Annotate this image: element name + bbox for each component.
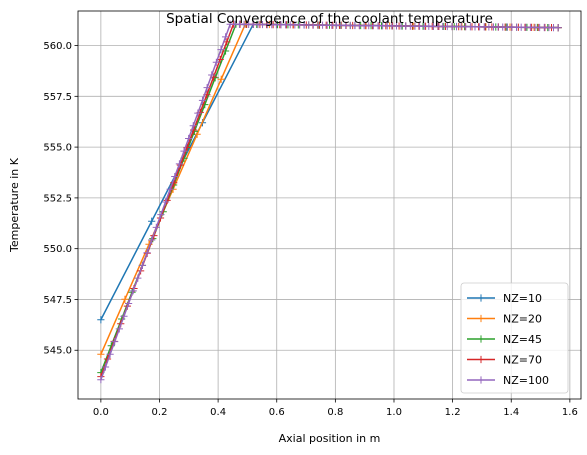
data-point (97, 316, 105, 324)
y-tick-label: 555.0 (43, 143, 72, 154)
x-tick-label: 0.8 (327, 407, 343, 418)
x-tick-label: 0.2 (152, 407, 168, 418)
data-point (203, 84, 211, 92)
legend-marker (477, 294, 485, 302)
data-point (217, 75, 225, 83)
data-point (120, 312, 128, 320)
data-point (143, 249, 151, 257)
series-line (100, 23, 559, 321)
y-tick-label: 545.0 (43, 346, 72, 357)
x-tick-label: 0.0 (93, 407, 109, 418)
y-ticks: 545.0 547.5 550.0 552.5 555.0 557.5 560.0 (43, 41, 78, 357)
legend-marker (477, 376, 485, 384)
legend-item: NZ=20 (467, 313, 542, 326)
data-point (221, 33, 230, 41)
data-point (97, 376, 105, 384)
data-point (185, 134, 193, 143)
legend-label: NZ=10 (503, 292, 542, 305)
x-tick-label: 1.2 (445, 407, 461, 418)
data-point (208, 71, 216, 79)
legend-label: NZ=100 (503, 374, 549, 387)
data-point (129, 287, 137, 295)
data-point (124, 299, 133, 308)
legend-item: NZ=100 (467, 374, 549, 387)
data-point (166, 185, 174, 193)
x-tick-label: 1.4 (503, 407, 519, 418)
data-point (138, 261, 147, 270)
x-tick-label: 1.0 (386, 407, 402, 418)
data-point (157, 211, 165, 219)
data-point (194, 109, 202, 117)
data-point (189, 122, 197, 130)
x-tick-label: 0.6 (269, 407, 285, 418)
chart-title: Spatial Convergence of the coolant tempe… (166, 11, 493, 27)
data-point (111, 338, 119, 346)
y-tick-label: 552.5 (43, 193, 72, 204)
data-point (152, 223, 160, 231)
data-point (175, 160, 183, 168)
data-point (217, 45, 225, 54)
data-point (115, 325, 123, 333)
legend-item: NZ=10 (467, 292, 542, 305)
legend-label: NZ=20 (503, 313, 542, 326)
y-tick-label: 547.5 (43, 295, 72, 306)
data-point (171, 172, 179, 181)
data-point (101, 363, 110, 371)
legend: NZ=10 NZ=20 NZ=45 NZ=70 NZ=100 (460, 282, 569, 394)
data-point (148, 217, 156, 225)
data-point (121, 295, 129, 303)
x-ticks: 0.0 0.2 0.4 0.6 0.8 1.0 1.2 1.4 1.6 (93, 399, 578, 418)
legend-marker (477, 314, 485, 323)
legend-item: NZ=45 (467, 333, 542, 346)
x-tick-label: 0.4 (210, 407, 226, 418)
data-point (148, 236, 156, 244)
data-point (554, 24, 562, 32)
series-nz-10 (97, 20, 562, 324)
y-axis-label: Temperature in K (8, 157, 21, 253)
data-point (97, 350, 105, 358)
data-point (106, 350, 114, 358)
data-point (198, 96, 207, 104)
y-tick-label: 550.0 (43, 244, 72, 255)
y-tick-label: 557.5 (43, 92, 72, 103)
legend-box (460, 282, 569, 394)
series-nz-100 (97, 20, 562, 384)
y-tick-label: 560.0 (43, 41, 72, 52)
data-point (180, 147, 188, 155)
legend-label: NZ=70 (503, 354, 542, 367)
x-axis-label: Axial position in m (279, 432, 381, 445)
data-point (161, 198, 170, 206)
series-layer (97, 20, 562, 384)
grid (78, 11, 581, 399)
legend-marker (477, 335, 485, 343)
x-tick-label: 1.6 (562, 407, 578, 418)
data-point (134, 274, 142, 282)
legend-label: NZ=45 (503, 333, 542, 346)
data-point (212, 58, 220, 66)
legend-marker (477, 355, 485, 364)
legend-item: NZ=70 (467, 354, 542, 367)
plot-frame (77, 10, 582, 400)
